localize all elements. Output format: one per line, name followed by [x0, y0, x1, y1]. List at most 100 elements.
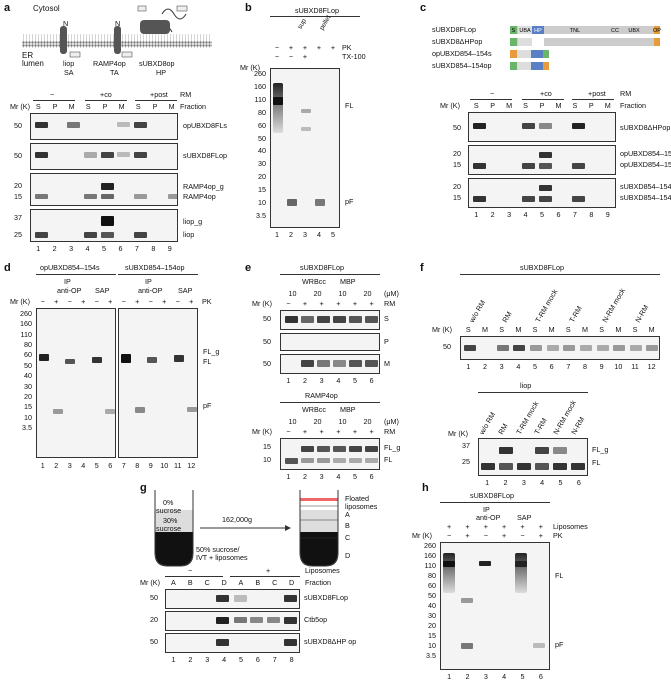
d-label-fl: FL — [203, 357, 212, 366]
lane-number: 5 — [238, 655, 243, 664]
subxd8-name: sUBXD8op — [139, 59, 175, 68]
fraction-label: A — [238, 578, 244, 587]
lane-number: 2 — [188, 655, 193, 664]
lane-number: 5 — [353, 376, 357, 385]
group-label: N-RM mock — [600, 286, 627, 324]
g-gradient-diagram — [154, 490, 339, 567]
g-grad-ivt: IVT + liposomes — [196, 553, 248, 562]
lane-number: 9 — [605, 210, 610, 219]
cytosol-label: Cytosol — [33, 4, 60, 13]
c-mr: Mr (K) — [440, 101, 460, 110]
cond-minus: − — [50, 90, 55, 99]
pk-sign: − — [175, 297, 180, 306]
pk-sign: + — [302, 43, 308, 52]
c3-marker-20: 20 — [453, 182, 461, 191]
fraction-label: P — [490, 101, 496, 110]
fraction-label: S — [632, 325, 638, 334]
lane-number: 3 — [521, 478, 526, 487]
mw-marker: 110 — [254, 94, 266, 104]
mw-marker: 160 — [20, 319, 32, 329]
g-tube-d: D — [345, 551, 351, 560]
group-label: w/o RM — [466, 298, 487, 324]
lane-number: 7 — [272, 655, 277, 664]
b-mr: Mr (K) — [240, 63, 260, 72]
lane-number: 6 — [549, 362, 554, 371]
lane-number: 6 — [369, 472, 374, 481]
a4-marker-37: 37 — [14, 213, 22, 222]
f-top-mr: Mr (K) — [432, 325, 452, 334]
e-row-m-marker: 50 — [263, 359, 271, 368]
lane-numbers-c: 1 2 3 4 5 6 7 8 9 — [468, 211, 616, 220]
b-label-fl: FL — [345, 101, 354, 110]
d-markers: 260 160 110 80 60 50 40 30 20 15 10 3.5 — [8, 308, 36, 458]
d-title-2: sUBXD854–154op — [125, 263, 185, 272]
lane-number: 3 — [319, 376, 324, 385]
lane-number: 4 — [336, 376, 341, 385]
mw-marker: 50 — [24, 360, 32, 370]
lane-numbers-f-top: 1 2 3 4 5 6 7 8 9 10 11 12 — [460, 363, 660, 372]
lane-number: 6 — [255, 655, 260, 664]
pk-sign: + — [135, 297, 140, 306]
e-top-group2: MBP — [340, 277, 356, 286]
lane-number: 3 — [319, 472, 324, 481]
f-bot-marker-37: 37 — [462, 441, 470, 450]
c-fraction-label: Fraction — [620, 101, 646, 110]
membrane-topology-diagram — [22, 5, 212, 58]
a3-label-g: RAMP4op_g — [183, 182, 224, 191]
mw-marker: 15 — [428, 631, 436, 640]
e-bot-group2: MBP — [340, 405, 356, 414]
lane-number: 2 — [490, 210, 495, 219]
c-construct-4: sUBXD854–154op — [432, 61, 492, 70]
lane-number: 2 — [289, 230, 293, 239]
d-mr: Mr (K) — [10, 297, 30, 306]
lane-number: 10 — [160, 461, 169, 470]
a4-label-g: liop_g — [183, 217, 203, 226]
mw-marker: 260 — [20, 309, 32, 318]
lane-number: 2 — [303, 376, 307, 385]
fraction-label: M — [118, 102, 125, 111]
f-top-group-row: w/o RM RM T-RM mock T-RM N-RM mock N-RM — [460, 280, 660, 324]
lane-number: 12 — [187, 461, 196, 470]
lane-number: 8 — [151, 244, 156, 253]
c3-marker-15: 15 — [453, 193, 461, 202]
c2-label-g: opUBXD854–154s_g — [620, 149, 671, 158]
pk-sign: + — [81, 297, 86, 306]
mw-marker: 60 — [24, 350, 32, 360]
g-grad-30: 30% — [163, 516, 178, 525]
a3-marker-15: 15 — [14, 192, 22, 201]
svg-text:OP: OP — [653, 28, 661, 34]
c-rm: RM — [620, 89, 632, 98]
lane-number: 1 — [485, 478, 490, 487]
b-pk-label: PK — [342, 43, 352, 52]
lane-number: 4 — [317, 230, 321, 239]
e-bot-label: FL — [384, 455, 393, 464]
h-liposomes-label: Liposomes — [553, 522, 588, 531]
fraction-label: S — [35, 102, 41, 111]
g-mr: Mr (K) — [140, 578, 160, 587]
d-pk-label: PK — [202, 297, 212, 306]
gel-g1 — [165, 589, 300, 609]
pk-sign: + — [330, 43, 336, 52]
a1-label: opUBXD8FLs — [183, 121, 227, 130]
mw-marker: 3.5 — [256, 211, 266, 220]
e-top-title: sUBXD8FLop — [300, 263, 344, 272]
g-fraction-label: Fraction — [305, 578, 331, 587]
liposome-sign: + — [502, 522, 507, 531]
e-bot-group1: WRBcc — [302, 405, 326, 414]
lane-numbers-h: 1 2 3 4 5 6 — [440, 673, 550, 682]
b-markers: 260 160 110 80 60 50 40 30 20 15 10 3.5 — [240, 68, 270, 228]
lane-number: 5 — [558, 478, 563, 487]
gel-d2 — [118, 308, 198, 458]
a2-label: sUBXD8FLop — [183, 151, 227, 160]
g-tube-a: A — [345, 510, 350, 519]
fraction-label: C — [204, 578, 210, 587]
fraction-label: M — [548, 325, 555, 334]
e-bot-rm-label: RM — [384, 427, 396, 436]
b-label-pf: pF — [345, 197, 354, 206]
gel-b — [270, 68, 340, 228]
lane-number: 1 — [171, 655, 176, 664]
b-sup: sup — [296, 17, 308, 31]
lane-number: 10 — [614, 362, 623, 371]
panel-letter-g: g — [140, 482, 147, 494]
